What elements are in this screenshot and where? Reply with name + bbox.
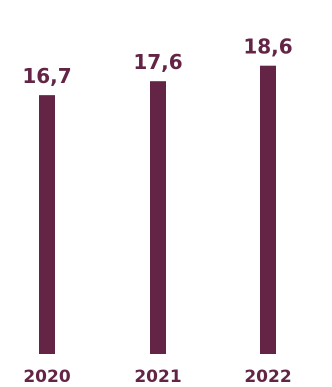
bars-group bbox=[39, 65, 276, 355]
x-tick-label-2020: 2020 bbox=[23, 367, 70, 387]
value-label-2021: 17,6 bbox=[133, 50, 182, 74]
x-tick-label-2021: 2021 bbox=[134, 367, 181, 387]
bar-2021 bbox=[150, 81, 166, 354]
bar-2022 bbox=[260, 65, 276, 354]
value-label-2020: 16,7 bbox=[22, 64, 71, 88]
bar-2020 bbox=[39, 95, 55, 355]
x-tick-label-2022: 2022 bbox=[244, 367, 291, 387]
value-labels-group: 16,7 17,6 18,6 bbox=[22, 35, 292, 88]
x-tick-labels-group: 2020 2021 2022 bbox=[23, 367, 291, 387]
value-label-2022: 18,6 bbox=[243, 35, 292, 59]
